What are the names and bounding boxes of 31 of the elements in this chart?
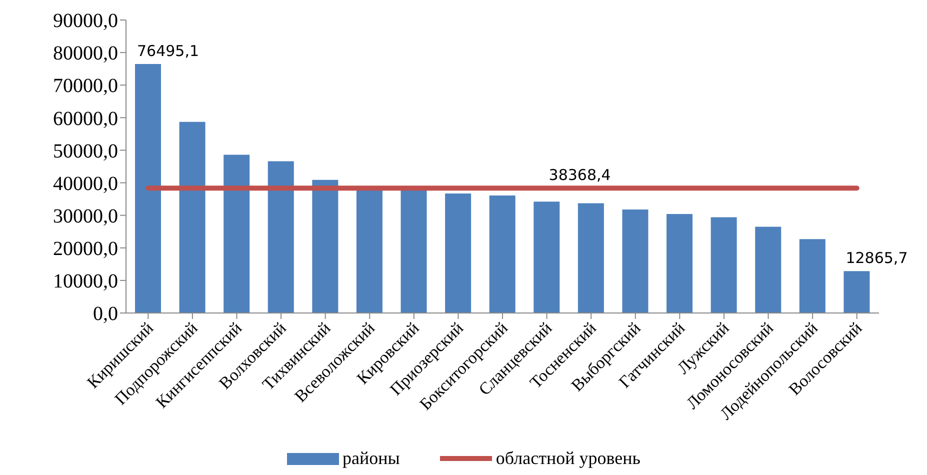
bar [312,180,338,313]
y-tick-label: 10000,0 [53,270,118,293]
bar [622,209,648,313]
bar [400,189,427,313]
bar [489,195,516,313]
data-label: 76495,1 [137,42,200,60]
bar [179,122,206,313]
bar [268,161,294,313]
y-tick-label: 0,0 [93,303,118,326]
bar [135,64,161,313]
bar [844,271,870,313]
legend-label: областной уровень [496,448,640,469]
bar [578,203,604,313]
y-tick-label: 60000,0 [53,108,118,130]
bar [534,202,560,313]
data-label: 12865,7 [846,249,908,268]
legend-label: районы [342,448,400,469]
bar [666,214,693,313]
y-tick-label: 50000,0 [53,140,118,162]
bar [710,217,737,313]
bar [755,226,782,313]
data-label: 38368,4 [548,166,611,184]
y-tick-label: 30000,0 [53,205,118,228]
y-tick-label: 20000,0 [53,238,118,260]
bar [445,194,472,313]
y-tick-label: 70000,0 [53,75,118,98]
y-tick-label: 80000,0 [53,42,118,65]
bar [224,154,250,313]
y-tick-label: 40000,0 [53,172,118,195]
bar [799,239,826,313]
y-tick-label: 90000,0 [53,10,118,32]
